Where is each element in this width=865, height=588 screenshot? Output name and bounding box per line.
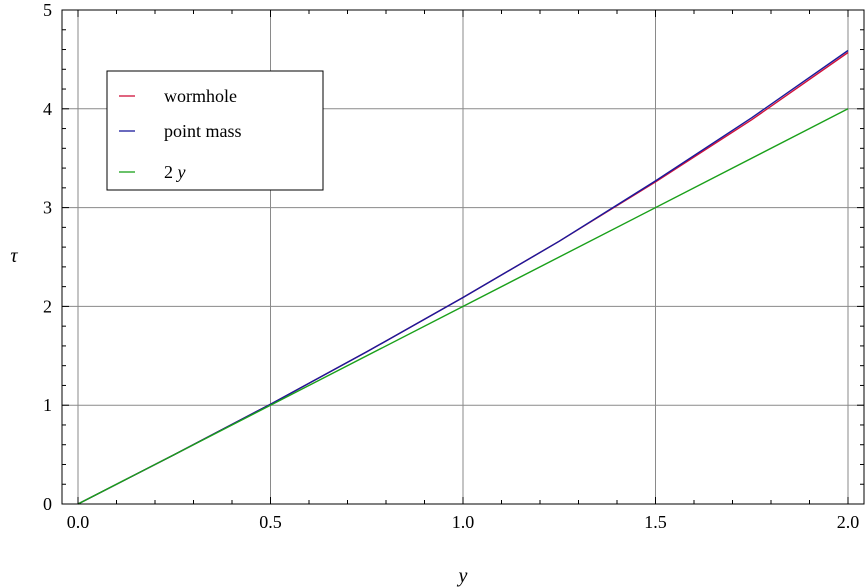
legend-box [106,70,324,191]
y-axis-label: τ [10,245,18,267]
x-axis-label: y [457,565,468,587]
legend: wormhole point mass 2 y [106,70,324,191]
y-tick-label: 5 [43,0,52,20]
y-tick-label: 4 [43,99,52,119]
y-tick-label: 1 [43,395,52,415]
y-tick-label: 3 [43,198,52,218]
x-tick-label: 2.0 [837,512,860,532]
legend-label-point-mass: point mass [164,121,242,141]
x-tick-label: 0.0 [67,512,90,532]
series-line-2y [77,108,849,505]
x-tick-label: 1.0 [452,512,475,532]
legend-label-wormhole: wormhole [164,86,237,106]
axis-ticks: 0.0 0.5 1.0 1.5 2.0 0 1 2 3 4 5 [43,0,864,532]
y-tick-label: 0 [43,494,52,514]
x-tick-label: 1.5 [644,512,667,532]
series-lines [77,49,849,505]
y-tick-label: 2 [43,296,52,316]
legend-label-2y: 2 y [164,162,186,182]
x-tick-label: 0.5 [259,512,282,532]
